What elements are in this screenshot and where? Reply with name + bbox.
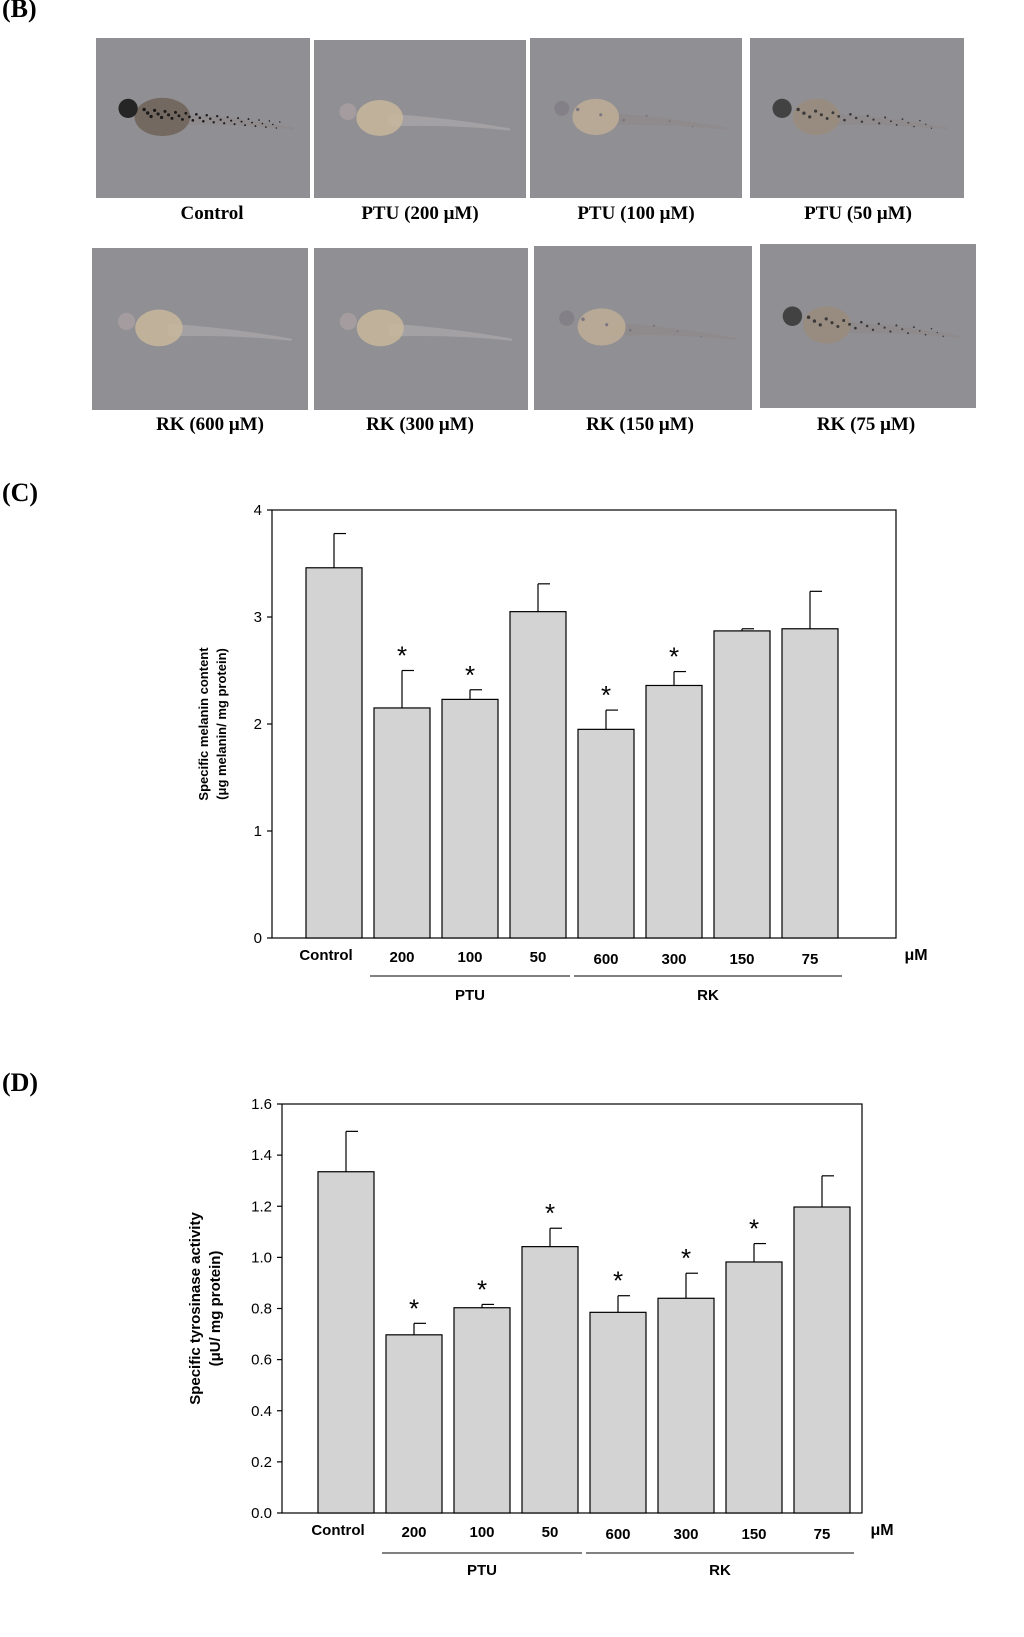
y-tick-label: 3 <box>254 609 262 626</box>
significance-marker: * <box>601 680 611 710</box>
x-category-label: 200 <box>389 949 414 966</box>
bar <box>781 628 839 939</box>
bar <box>373 707 431 939</box>
zebrafish-photo <box>750 38 964 198</box>
bar <box>793 1206 851 1514</box>
zebrafish-photo <box>314 40 526 198</box>
y-tick-label: 1.6 <box>251 1096 272 1113</box>
group-label: RK <box>697 987 719 1004</box>
x-category-label: 50 <box>542 1524 559 1541</box>
photo-caption: RK (600 μM) <box>156 414 264 435</box>
photo-caption: PTU (50 μM) <box>804 203 912 224</box>
x-category-label: 100 <box>457 949 482 966</box>
zebrafish-photo <box>530 38 742 198</box>
bar <box>521 1246 579 1514</box>
significance-marker: * <box>409 1293 419 1323</box>
significance-marker: * <box>477 1274 487 1304</box>
x-category-label: 75 <box>814 1526 831 1543</box>
y-tick-label: 1.0 <box>251 1249 272 1266</box>
x-unit-label: μM <box>904 947 927 964</box>
bar <box>577 728 635 939</box>
bar <box>645 684 703 939</box>
bar <box>509 611 567 939</box>
y-axis-label-line2: (μg melanin/ mg protein) <box>214 648 229 800</box>
y-axis-label-line1: Specific melanin content <box>196 647 211 801</box>
tyrosinase-activity-chart: 0.0 0.2 0.4 0.6 0.8 1.0 1.2 1.4 1.6 Specific tyro… <box>187 1096 894 1579</box>
bar <box>713 630 771 939</box>
x-category-label: 100 <box>469 1524 494 1541</box>
y-tick-label: 1 <box>254 823 262 840</box>
significance-marker: * <box>749 1214 759 1244</box>
significance-marker: * <box>397 641 407 671</box>
photo-caption: RK (150 μM) <box>586 414 694 435</box>
x-category-label: 150 <box>729 951 754 968</box>
x-category-label: 75 <box>802 951 819 968</box>
bar <box>589 1311 647 1514</box>
y-tick-label: 0.8 <box>251 1301 272 1318</box>
panel-d-label: (D) <box>2 1068 39 1097</box>
significance-marker: * <box>613 1266 623 1296</box>
x-category-label: 50 <box>530 949 547 966</box>
group-label: RK <box>709 1562 731 1579</box>
zebrafish-photo <box>92 248 308 410</box>
x-unit-label: μM <box>870 1522 893 1539</box>
panel-b-label: (B) <box>2 0 37 23</box>
y-tick-label: 0.0 <box>251 1505 272 1522</box>
y-tick-label: 0.6 <box>251 1352 272 1369</box>
bar <box>657 1297 715 1514</box>
bar <box>385 1334 443 1514</box>
panel-c-label: (C) <box>2 478 39 507</box>
photo-caption: Control <box>180 203 244 224</box>
x-category-label: 600 <box>605 1526 630 1543</box>
significance-marker: * <box>669 642 679 672</box>
significance-marker: * <box>681 1243 691 1273</box>
y-tick-label: 0.2 <box>251 1454 272 1471</box>
zebrafish-photo <box>314 248 528 410</box>
zebrafish-photo <box>96 38 310 198</box>
x-category-label: Control <box>299 947 352 964</box>
photo-caption: PTU (200 μM) <box>361 203 479 224</box>
group-label: PTU <box>455 987 485 1004</box>
zebrafish-photo <box>760 244 976 408</box>
x-category-label: 150 <box>741 1526 766 1543</box>
y-tick-label: 0.4 <box>251 1403 272 1420</box>
zebrafish-photo <box>534 246 752 410</box>
bar <box>725 1261 783 1514</box>
photo-caption: RK (75 μM) <box>816 414 916 435</box>
photo-caption: PTU (100 μM) <box>577 203 695 224</box>
bar <box>317 1171 375 1514</box>
bar <box>305 567 363 939</box>
x-category-label: 200 <box>401 1524 426 1541</box>
y-axis-label-line2: (μU/ mg protein) <box>207 1251 224 1367</box>
photo-caption: RK (300 μM) <box>366 414 474 435</box>
x-category-label: 300 <box>661 951 686 968</box>
significance-marker: * <box>545 1198 555 1228</box>
x-category-label: 600 <box>593 951 618 968</box>
significance-marker: * <box>465 660 475 690</box>
bar <box>453 1307 511 1514</box>
y-axis-label-line1: Specific tyrosinase activity <box>187 1212 204 1405</box>
y-tick-label: 1.4 <box>251 1147 272 1164</box>
melanin-content-chart: 0 1 2 3 4 Specific melanin content (μg melanin… <box>196 502 928 1004</box>
y-tick-label: 1.2 <box>251 1198 272 1215</box>
x-category-label: Control <box>311 1522 364 1539</box>
x-category-label: 300 <box>673 1526 698 1543</box>
y-tick-label: 0 <box>254 930 262 947</box>
bar <box>441 698 499 939</box>
y-tick-label: 4 <box>254 502 262 519</box>
group-label: PTU <box>467 1562 497 1579</box>
y-tick-label: 2 <box>254 716 262 733</box>
